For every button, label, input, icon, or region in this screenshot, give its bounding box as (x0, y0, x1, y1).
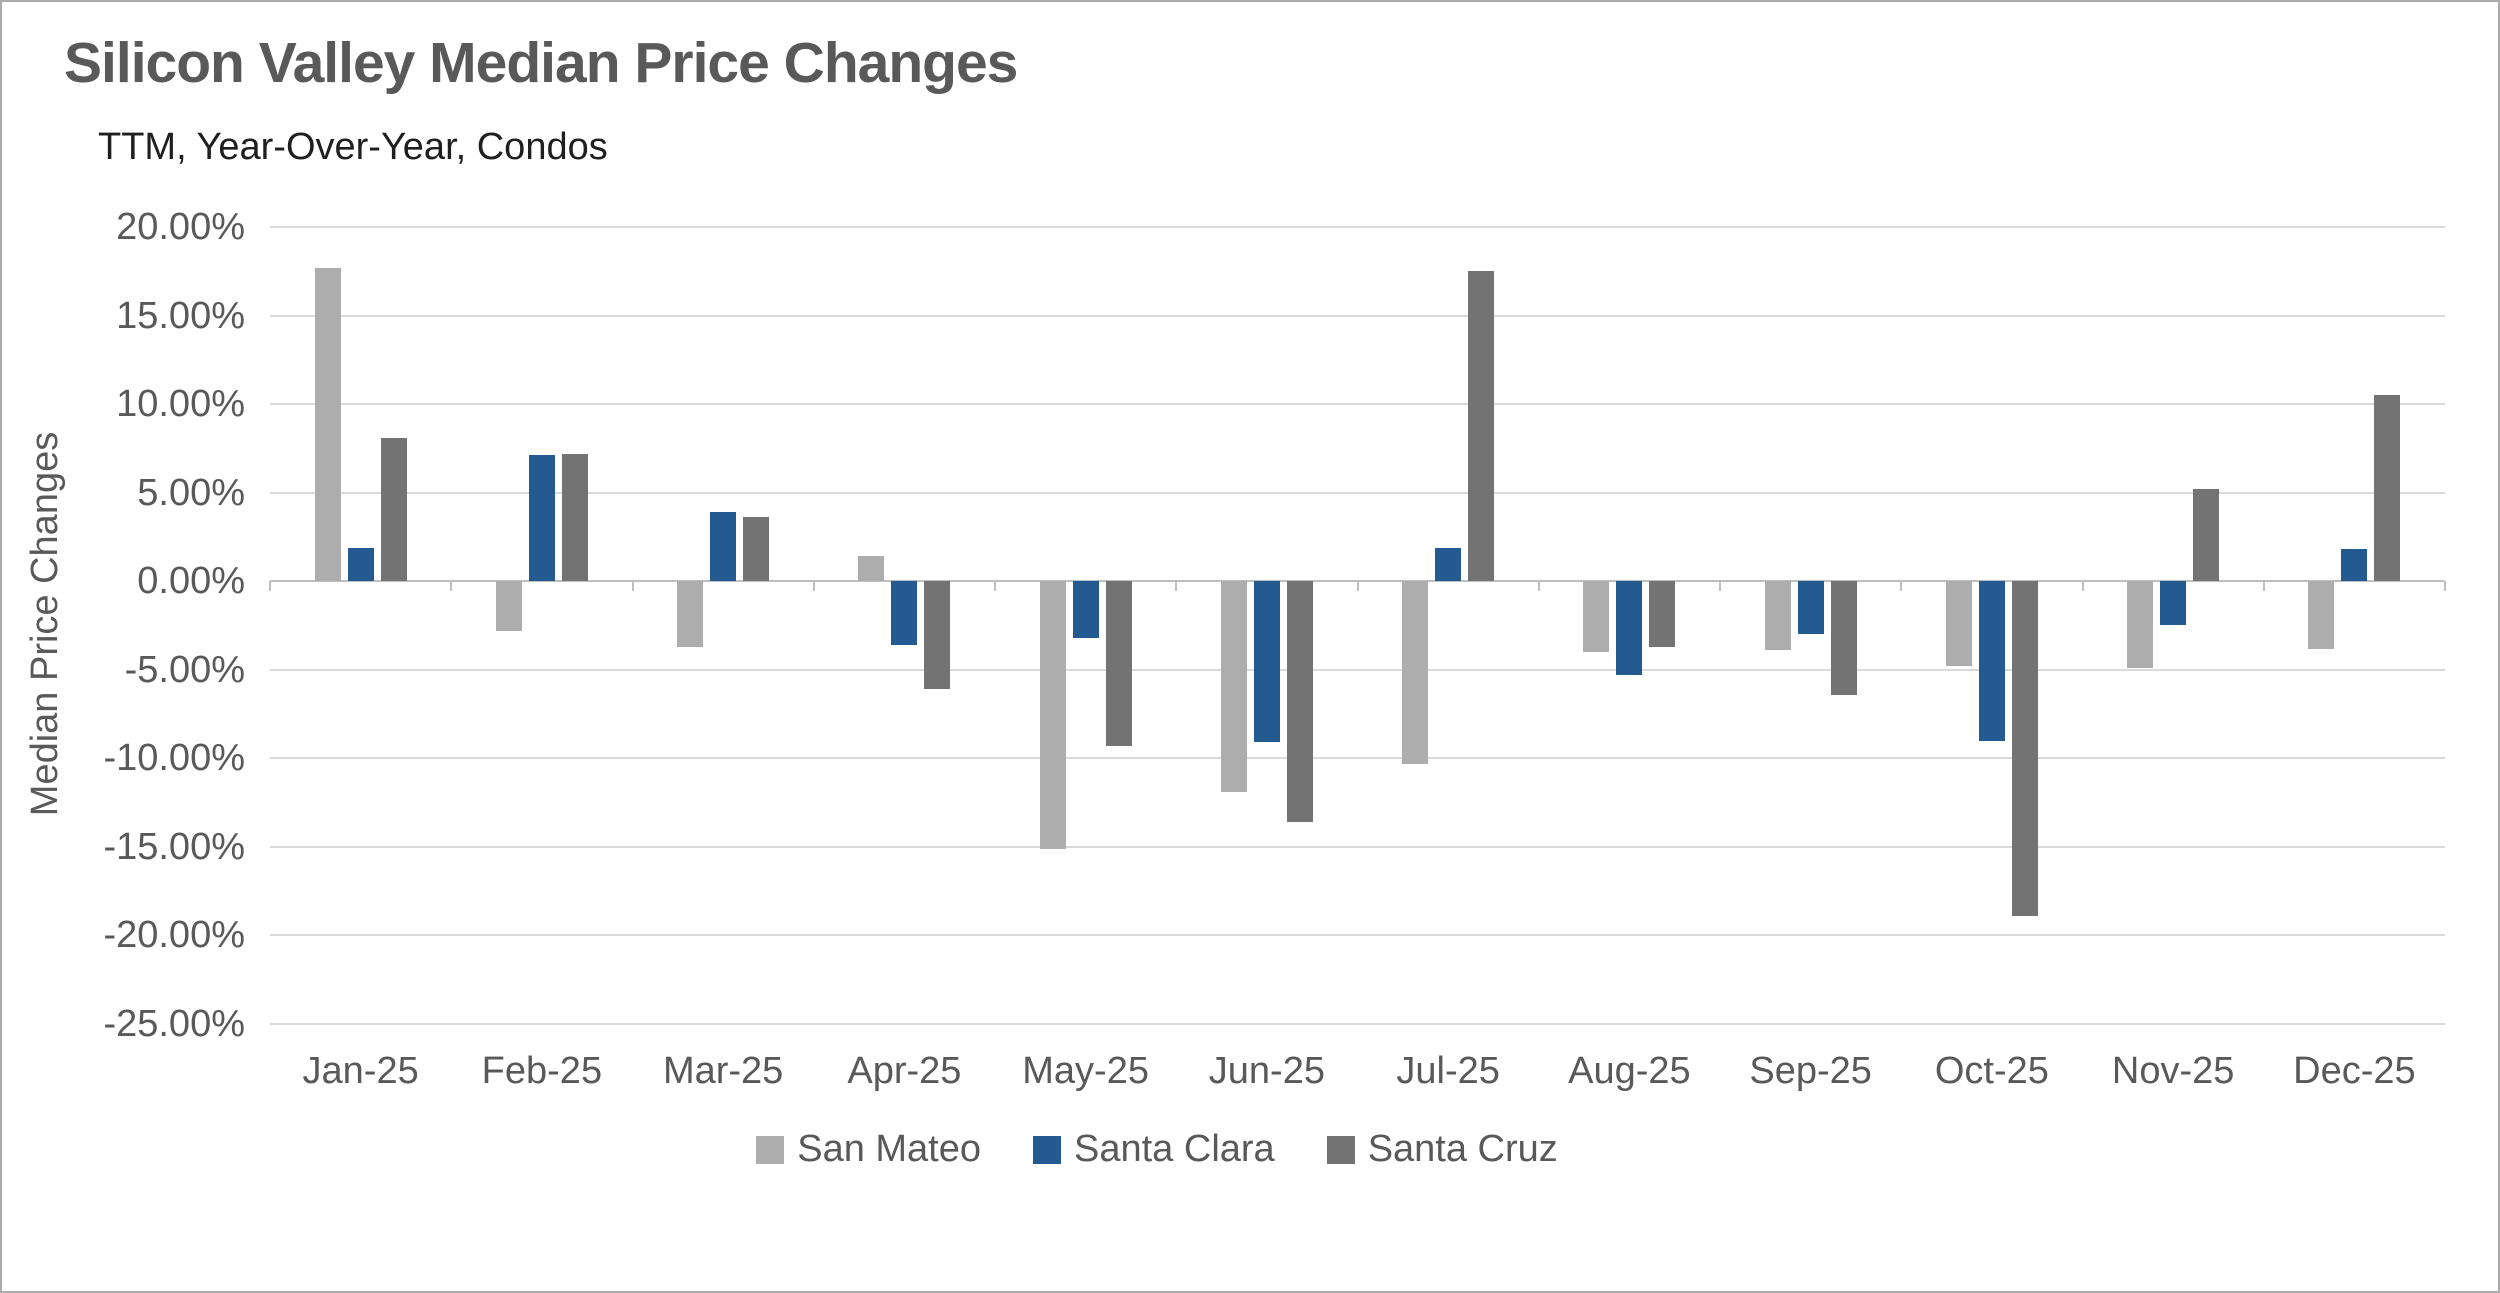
legend-label-san-mateo: San Mateo (797, 1128, 982, 1170)
x-axis-label-feb-25: Feb-25 (481, 1050, 603, 1092)
x-axis-tick (1719, 581, 1721, 592)
gridline--20 (270, 934, 2445, 937)
plot-area (269, 226, 2446, 1025)
y-tick-label: 20.00% (116, 206, 245, 248)
bar-santa-cruz-dec-25 (2374, 395, 2401, 582)
gridline--25 (270, 1023, 2445, 1025)
y-tick-label: -10.00% (103, 737, 245, 780)
legend-swatch-santa-clara (1033, 1135, 1062, 1164)
y-tick-label: 0.00% (137, 560, 245, 603)
bar-santa-cruz-feb-25 (561, 453, 588, 582)
bar-santa-clara-aug-25 (1616, 581, 1643, 676)
gridline--10 (270, 757, 2445, 760)
gridline--15 (270, 845, 2445, 848)
x-axis-tick (269, 581, 271, 592)
legend-swatch-santa-cruz (1326, 1135, 1355, 1164)
legend-item-santa-cruz: Santa Cruz (1326, 1128, 1558, 1171)
legend: San Mateo Santa Clara Santa Cruz (2, 1128, 2312, 1171)
x-axis-label-dec-25: Dec-25 (2293, 1050, 2416, 1092)
bar-santa-cruz-nov-25 (2193, 489, 2220, 582)
bar-san-mateo-mar-25 (677, 581, 704, 647)
legend-swatch-san-mateo (756, 1135, 785, 1164)
x-axis-tick (2262, 581, 2265, 592)
x-axis-label-apr-25: Apr-25 (847, 1050, 962, 1092)
gridline-15 (270, 314, 2445, 317)
bar-san-mateo-apr-25 (858, 556, 885, 582)
y-tick-label: -20.00% (103, 914, 245, 957)
x-axis-tick (2081, 581, 2084, 592)
legend-item-santa-clara: Santa Clara (1033, 1128, 1275, 1171)
bar-san-mateo-oct-25 (1945, 581, 1972, 667)
bar-santa-clara-nov-25 (2160, 581, 2187, 626)
gridline-20 (270, 226, 2445, 228)
x-axis-label-may-25: May-25 (1022, 1050, 1149, 1092)
bar-santa-cruz-sep-25 (1830, 581, 1857, 695)
bar-santa-cruz-oct-25 (2011, 581, 2038, 916)
bar-santa-clara-may-25 (1072, 581, 1099, 638)
bar-san-mateo-aug-25 (1583, 581, 1610, 653)
bar-san-mateo-jan-25 (314, 267, 341, 582)
y-axis-tick-labels: 20.00% 15.00% 10.00% 5.00% 0.00% -5.00% -10.00… (2, 206, 245, 1045)
x-axis-tick (994, 581, 996, 592)
x-axis-labels: Jan-25 Feb-25 Mar-25 Apr-25 May-25 Jun-25 Jul-… (270, 1050, 2445, 1102)
y-tick-label: -25.00% (103, 1003, 245, 1045)
bar-santa-cruz-jun-25 (1286, 581, 1313, 823)
bar-santa-clara-feb-25 (528, 455, 555, 582)
gridline--5 (270, 668, 2445, 671)
x-axis-label-aug-25: Aug-25 (1568, 1050, 1691, 1092)
bar-santa-clara-jun-25 (1253, 581, 1280, 743)
x-axis-tick (1537, 581, 1540, 592)
x-axis-label-jun-25: Jun-25 (1208, 1050, 1325, 1092)
x-axis-label-oct-25: Oct-25 (1934, 1050, 2049, 1092)
bar-san-mateo-jun-25 (1220, 581, 1247, 792)
y-tick-label: 5.00% (137, 471, 245, 514)
x-axis-tick (2444, 581, 2446, 592)
bar-santa-clara-jul-25 (1435, 547, 1462, 582)
x-axis-tick (631, 581, 634, 592)
bar-santa-clara-jan-25 (347, 547, 374, 582)
x-axis-tick (450, 581, 453, 592)
gridline-5 (270, 491, 2445, 494)
legend-item-san-mateo: San Mateo (756, 1128, 981, 1171)
bar-san-mateo-feb-25 (495, 581, 522, 631)
bar-santa-cruz-jan-25 (380, 437, 407, 582)
x-axis-label-mar-25: Mar-25 (662, 1050, 784, 1092)
x-axis-tick (1900, 581, 1903, 592)
chart-title: Silicon Valley Median Price Changes (64, 31, 1018, 95)
x-axis-tick (1175, 581, 1178, 592)
bar-santa-cruz-mar-25 (743, 517, 770, 582)
gridline-10 (270, 403, 2445, 406)
bar-santa-clara-oct-25 (1978, 581, 2005, 741)
y-tick-label: -5.00% (124, 648, 245, 691)
bar-santa-clara-sep-25 (1797, 581, 1824, 635)
chart-subtitle: TTM, Year-Over-Year, Condos (98, 126, 608, 168)
y-tick-label: 10.00% (116, 383, 245, 426)
bar-san-mateo-nov-25 (2127, 581, 2154, 668)
legend-label-santa-cruz: Santa Cruz (1367, 1128, 1558, 1170)
bar-san-mateo-dec-25 (2308, 581, 2335, 649)
bar-san-mateo-may-25 (1039, 581, 1066, 849)
bar-santa-clara-dec-25 (2341, 549, 2368, 582)
bar-santa-cruz-apr-25 (924, 581, 951, 690)
bar-santa-cruz-aug-25 (1649, 581, 1676, 647)
x-axis-label-sep-25: Sep-25 (1749, 1050, 1872, 1092)
bar-santa-cruz-jul-25 (1468, 271, 1495, 582)
bar-san-mateo-jul-25 (1402, 581, 1429, 764)
x-axis-tick (1356, 581, 1359, 592)
y-tick-label: -15.00% (103, 825, 245, 868)
bar-santa-cruz-may-25 (1105, 581, 1132, 746)
x-axis-label-nov-25: Nov-25 (2111, 1050, 2235, 1092)
x-axis-tick (812, 581, 815, 592)
y-tick-label: 15.00% (116, 294, 245, 337)
legend-label-santa-clara: Santa Clara (1074, 1128, 1275, 1170)
x-axis-label-jul-25: Jul-25 (1396, 1050, 1500, 1092)
bar-santa-clara-mar-25 (710, 512, 737, 582)
bar-san-mateo-sep-25 (1764, 581, 1791, 651)
bar-santa-clara-apr-25 (891, 581, 918, 645)
x-axis-label-jan-25: Jan-25 (302, 1050, 419, 1092)
